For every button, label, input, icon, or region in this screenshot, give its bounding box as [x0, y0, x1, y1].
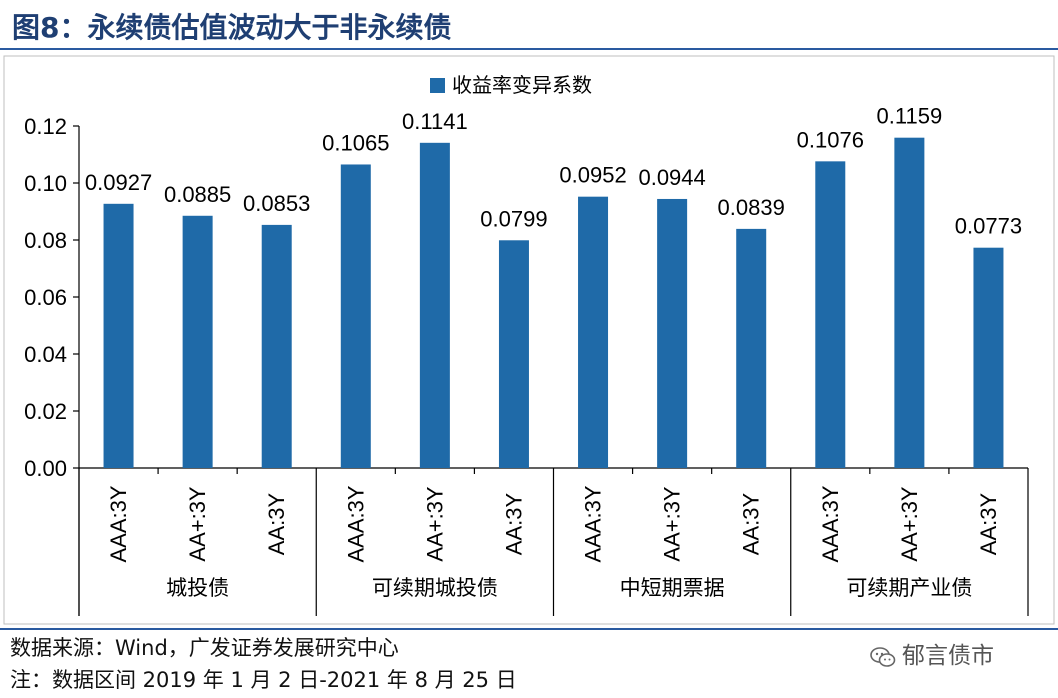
y-tick-label: 0.12 — [24, 114, 67, 139]
bar — [736, 228, 767, 468]
category-label: AA+:3Y — [185, 486, 210, 562]
category-label: AA+:3Y — [422, 486, 447, 562]
figure-title: 图8：永续债估值波动大于非永续债 — [12, 11, 452, 44]
data-source: 数据来源：Wind，广发证券发展研究中心 — [10, 636, 399, 660]
bar-value-label: 0.0799 — [480, 206, 547, 231]
category-label: AA+:3Y — [897, 486, 922, 562]
bar-value-label: 0.1141 — [402, 109, 468, 134]
category-label: AA:3Y — [739, 492, 764, 555]
bar-value-label: 0.0853 — [243, 191, 310, 216]
y-tick-label: 0.10 — [24, 171, 67, 196]
legend-swatch — [430, 78, 445, 93]
category-label: AA+:3Y — [660, 486, 685, 562]
bar — [340, 164, 371, 468]
y-tick-label: 0.00 — [24, 456, 67, 481]
bar — [973, 247, 1004, 468]
bar — [815, 161, 846, 468]
wechat-icon — [870, 646, 896, 667]
bar-chart: 0.00 0.02 0.04 0.06 0.08 0.10 0.12 0.0927 AAA:3Y… — [3, 55, 1055, 625]
category-label: AA:3Y — [976, 492, 1001, 555]
bar — [578, 196, 609, 468]
category-label: AAA:3Y — [818, 485, 843, 562]
group-label: 可续期城投债 — [372, 577, 498, 600]
bar-value-label: 0.0885 — [164, 182, 231, 207]
category-label: AAA:3Y — [581, 485, 606, 562]
bar-value-label: 0.0927 — [85, 170, 152, 195]
y-tick-label: 0.04 — [24, 342, 67, 367]
bar-value-label: 0.1159 — [877, 104, 943, 129]
category-label: AA:3Y — [264, 492, 289, 555]
group-label: 可续期产业债 — [846, 577, 972, 600]
bar — [894, 137, 925, 468]
source-divider — [0, 628, 1058, 630]
bar — [419, 142, 450, 468]
y-tick-label: 0.06 — [24, 285, 67, 310]
bar-value-label: 0.0839 — [718, 195, 785, 220]
bar — [103, 203, 134, 468]
bar — [657, 198, 688, 468]
y-tick-label: 0.02 — [24, 399, 67, 424]
watermark: 郁言债市 — [870, 636, 994, 670]
bar-value-label: 0.0773 — [955, 214, 1022, 239]
category-label: AAA:3Y — [343, 485, 368, 562]
category-label: AA:3Y — [501, 492, 526, 555]
chart-frame — [3, 55, 1055, 625]
group-label: 中短期票据 — [620, 577, 725, 600]
bar-value-label: 0.1076 — [797, 127, 864, 152]
category-label: AAA:3Y — [106, 485, 131, 562]
bar-value-label: 0.0952 — [559, 163, 626, 188]
legend-label: 收益率变异系数 — [452, 74, 592, 97]
data-note: 注：数据区间 2019 年 1 月 2 日-2021 年 8 月 25 日 — [10, 668, 517, 692]
title-divider — [0, 48, 1058, 50]
chart-area: 0.00 0.02 0.04 0.06 0.08 0.10 0.12 0.0927 AAA:3Y… — [0, 50, 1058, 628]
bar — [261, 224, 292, 468]
y-tick-label: 0.08 — [24, 228, 67, 253]
bar — [182, 215, 213, 468]
bar — [498, 240, 529, 468]
watermark-text: 郁言债市 — [902, 643, 994, 669]
group-label: 城投债 — [166, 577, 229, 600]
bar-value-label: 0.1065 — [322, 130, 389, 155]
bar-value-label: 0.0944 — [638, 165, 705, 190]
